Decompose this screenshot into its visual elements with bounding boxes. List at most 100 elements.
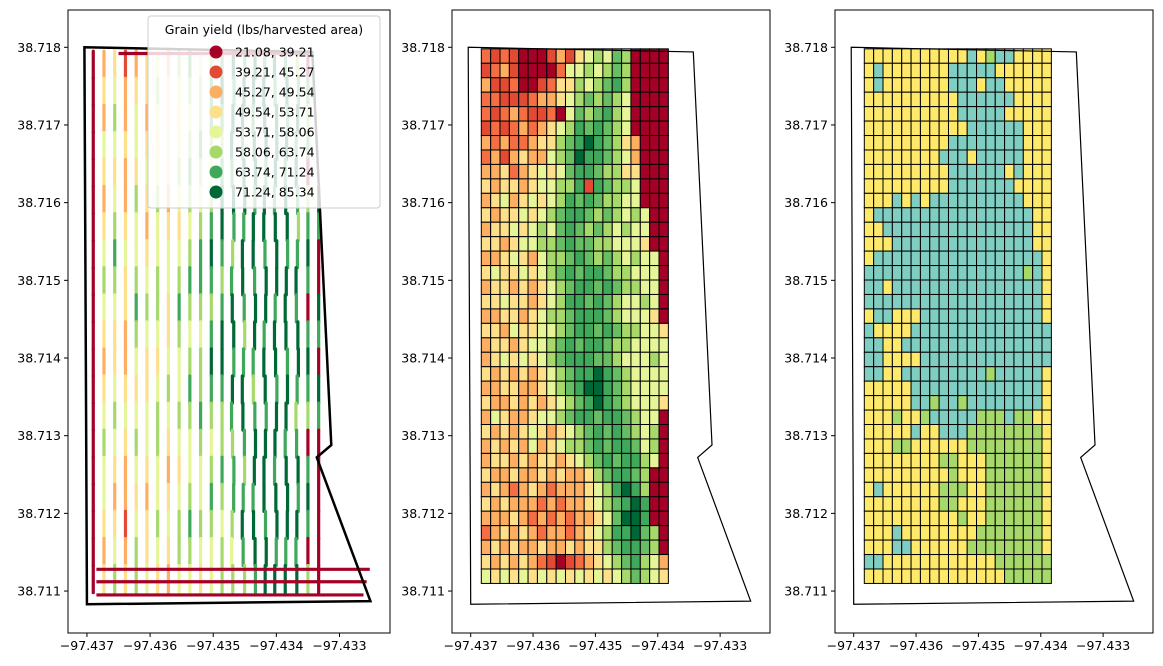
- grid-cell: [602, 207, 613, 223]
- grid-cell: [882, 424, 893, 440]
- grid-cell: [947, 106, 959, 122]
- grid-cell: [901, 308, 912, 324]
- grid-cell: [583, 496, 595, 512]
- grid-cell: [957, 409, 968, 426]
- grid-cell: [985, 322, 996, 339]
- grid-cell: [480, 221, 492, 238]
- grid-cell: [873, 366, 884, 382]
- grid-cell: [1041, 525, 1052, 541]
- grid-cell: [536, 467, 548, 483]
- grid-cell: [499, 279, 510, 295]
- grid-cell: [574, 279, 585, 295]
- grid-cell: [985, 178, 996, 194]
- grid-cell: [621, 77, 632, 93]
- grid-cell: [910, 337, 921, 353]
- grid-cell: [966, 163, 978, 180]
- grid-cell: [891, 510, 903, 527]
- grid-cell: [611, 265, 623, 281]
- grid-cell: [957, 554, 968, 570]
- grid-cell: [621, 250, 632, 267]
- grid-cell: [621, 236, 632, 252]
- grid-cell: [593, 207, 604, 223]
- grid-cell: [602, 192, 613, 209]
- grid-cell: [536, 525, 548, 541]
- grid-cell: [564, 120, 576, 137]
- grid-cell: [490, 207, 501, 223]
- grid-cell: [1022, 149, 1034, 165]
- grid-cell: [976, 236, 987, 252]
- grid-cell: [919, 452, 931, 469]
- grid-cell: [966, 293, 978, 310]
- grid-cell: [901, 149, 912, 165]
- grid-cell: [1041, 120, 1052, 137]
- grid-cell: [611, 424, 623, 440]
- grid-cell: [1032, 481, 1043, 498]
- grid-cell: [1013, 322, 1024, 339]
- grid-cell: [1004, 149, 1015, 165]
- grid-cell: [994, 380, 1006, 397]
- grid-cell: [611, 135, 623, 151]
- y-tick-label: 38.712: [17, 506, 61, 521]
- grid-cell: [593, 221, 604, 238]
- grid-cell: [602, 308, 613, 324]
- grid-cell: [910, 178, 921, 194]
- grid-cell: [966, 467, 978, 483]
- x-tick-label: −97.436: [889, 638, 943, 653]
- grid-cell: [994, 265, 1006, 281]
- grid-cell: [966, 409, 978, 426]
- grid-cell: [574, 221, 585, 238]
- grid-cell: [966, 452, 978, 469]
- grid-cell: [611, 236, 623, 252]
- grid-cell: [938, 395, 949, 411]
- grid-cell: [919, 496, 931, 512]
- grid-cell: [985, 510, 996, 527]
- grid-cell: [518, 438, 529, 454]
- y-tick-label: 38.713: [17, 428, 61, 443]
- grid-cell: [564, 424, 576, 440]
- grid-cell: [518, 395, 529, 411]
- grid-cell: [863, 62, 875, 79]
- grid-cell: [546, 322, 557, 339]
- grid-cell: [957, 539, 968, 556]
- grid-cell: [1013, 438, 1024, 454]
- grid-cell: [499, 221, 510, 238]
- grid-cell: [602, 366, 613, 382]
- grid-cell: [536, 308, 548, 324]
- grid-cell: [891, 120, 903, 137]
- grid-cell: [564, 250, 576, 267]
- grid-cell: [882, 496, 893, 512]
- x-tick-label: −97.437: [444, 638, 498, 653]
- grid-cell: [1013, 366, 1024, 382]
- grid-cell: [518, 568, 529, 584]
- grid-cell: [957, 395, 968, 411]
- legend-label: 49.54, 53.71: [235, 105, 315, 120]
- grid-cell: [863, 91, 875, 108]
- grid-cell: [910, 481, 921, 498]
- grid-cell: [593, 48, 604, 64]
- axes-frame: [451, 9, 771, 634]
- grid-cell: [621, 554, 632, 570]
- grid-cell: [508, 308, 520, 324]
- grid-cell: [910, 91, 921, 108]
- grid-cell: [863, 568, 875, 584]
- grid-cell: [593, 438, 604, 454]
- grid-cell: [499, 91, 510, 108]
- grid-cell: [1013, 510, 1024, 527]
- grid-cell: [1004, 236, 1015, 252]
- grid-cell: [985, 293, 996, 310]
- grid-cell: [947, 91, 959, 108]
- grid-cell: [910, 221, 921, 238]
- grid-cell: [1032, 525, 1043, 541]
- grid-cell: [891, 409, 903, 426]
- grid-cell: [882, 395, 893, 411]
- grid-cell: [863, 322, 875, 339]
- grid-cell: [527, 496, 538, 512]
- grid-cell: [985, 424, 996, 440]
- grid-cell: [621, 265, 632, 281]
- grid-cell: [966, 481, 978, 498]
- grid-cell: [1032, 510, 1043, 527]
- grid-cell: [527, 91, 538, 108]
- grid-cell: [901, 120, 912, 137]
- grid-cell: [957, 62, 968, 79]
- grid-cell: [976, 452, 987, 469]
